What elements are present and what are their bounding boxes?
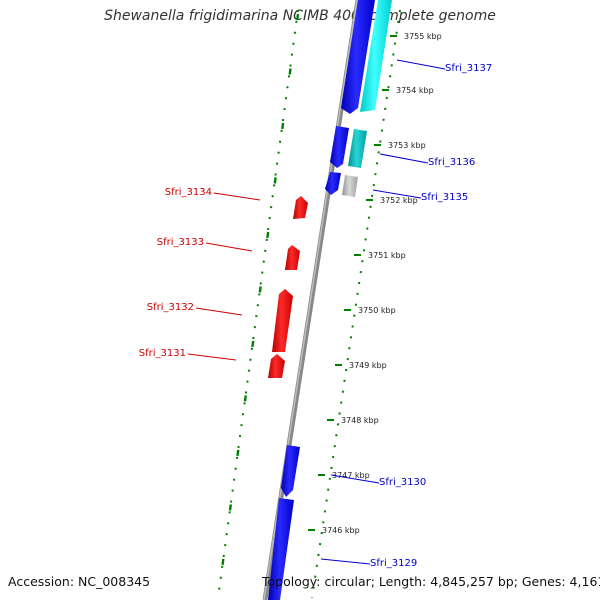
scale-tick-label: 3754 kbp [396,86,434,95]
gene-sfri-3137-feature[interactable] [341,0,375,114]
scale-ticks: 3755 kbp 3754 kbp 3753 kbp 3752 kbp 3751 kbp… [308,32,442,535]
gene-sfri-3133[interactable] [285,245,300,270]
gene-sfri-3137-cds[interactable] [360,0,392,112]
gene-sfri-3135-cds[interactable] [342,175,358,197]
gene-label-forward[interactable]: Sfri_3135 [421,192,468,203]
gene-sfri-3134[interactable] [293,196,308,219]
scale-tick-label: 3752 kbp [380,196,418,205]
gene-label-leader [320,558,371,565]
scale-tick-label: 3746 kbp [322,526,360,535]
scale-tick-label: 3750 kbp [358,306,396,315]
gene-sfri-3132[interactable] [272,289,293,352]
gene-labels: Sfri_3137 Sfri_3136 Sfri_3135 Sfri_3130 Sfri… [139,59,492,569]
outer-dotted-guide-right [311,9,401,599]
gene-label-reverse[interactable]: Sfri_3134 [165,187,212,198]
scale-tick-label: 3755 kbp [404,32,442,41]
gene-label-leader [396,59,446,70]
gene-label-leader [379,153,429,164]
scale-tick-label: 3747 kbp [332,471,370,480]
gene-sfri-3130[interactable] [281,445,300,497]
gene-label-reverse[interactable]: Sfri_3131 [139,348,186,359]
gene-label-forward[interactable]: Sfri_3136 [428,157,475,168]
accession-text: Accession: NC_008345 [8,574,151,589]
genome-summary-text: Topology: circular; Length: 4,845,257 bp… [262,574,600,589]
gene-sfri-3136-cds[interactable] [348,129,367,168]
scale-tick-label: 3748 kbp [341,416,379,425]
gene-sfri-3136-feature[interactable] [330,126,349,168]
scale-tick-label: 3751 kbp [368,251,406,260]
gene-label-forward[interactable]: Sfri_3130 [379,477,426,488]
gene-label-leader [330,474,380,484]
gene-label-leader [187,353,237,361]
map-title: Shewanella frigidimarina NCIMB 400, comp… [104,8,496,24]
gene-label-leader [372,189,422,199]
gene-sfri-3129[interactable] [268,498,294,600]
gene-sfri-3135-feature[interactable] [325,172,341,195]
gene-label-reverse[interactable]: Sfri_3133 [157,237,204,248]
gene-label-leader [195,307,243,316]
scale-tick-label: 3749 kbp [349,361,387,370]
gene-label-leader [205,242,253,252]
gene-label-forward[interactable]: Sfri_3137 [445,63,492,74]
gene-label-reverse[interactable]: Sfri_3132 [147,302,194,313]
gene-sfri-3131[interactable] [268,354,285,378]
scale-tick-label: 3753 kbp [388,141,426,150]
gene-label-leader [213,192,261,201]
gene-label-forward[interactable]: Sfri_3129 [370,558,417,569]
